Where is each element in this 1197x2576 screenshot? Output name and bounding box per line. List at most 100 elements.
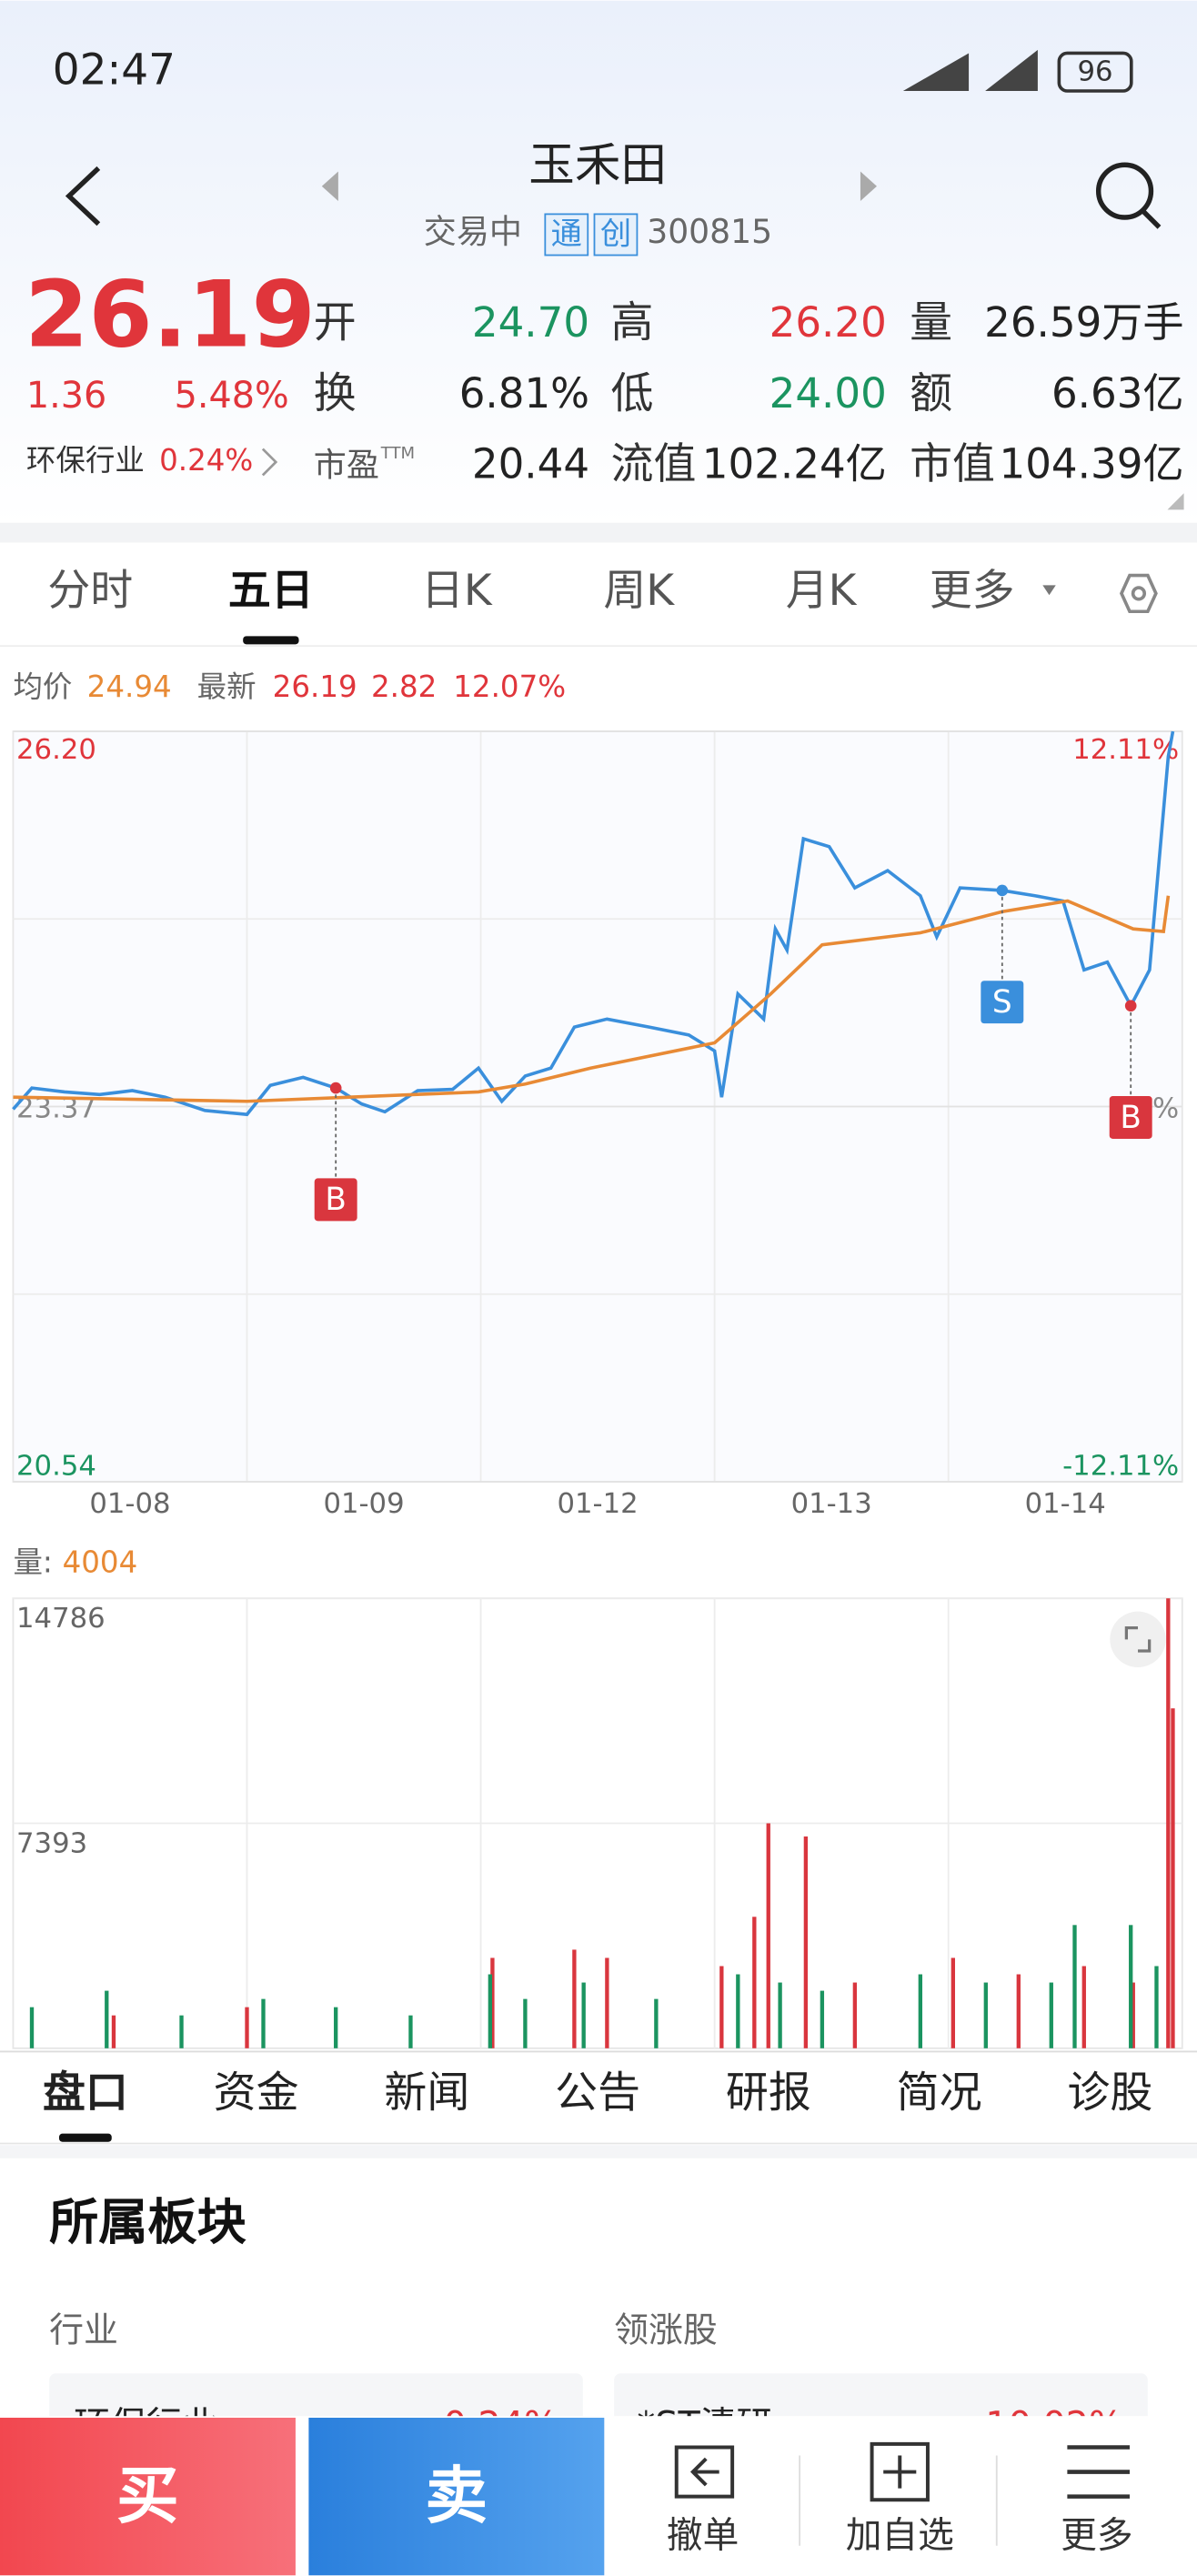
volume-bar xyxy=(581,1982,586,2048)
battery-level: 96 xyxy=(1078,56,1113,88)
trade-label: B xyxy=(1120,1100,1142,1136)
badge: 通 xyxy=(551,216,582,252)
x-tick-label: 01-14 xyxy=(1025,1488,1106,1520)
field-value: 24.70 xyxy=(472,298,589,347)
field-label: 市值 xyxy=(910,439,995,489)
volume-title: 量: xyxy=(13,1545,52,1579)
search-button[interactable] xyxy=(1095,162,1154,220)
volume-bar xyxy=(1016,1974,1021,2048)
avg-value: 24.94 xyxy=(87,669,172,704)
volume-bar xyxy=(29,2007,35,2048)
detail-tab[interactable]: 盘口 xyxy=(43,2068,128,2118)
cancel-icon xyxy=(674,2445,735,2499)
y2-tick-label: -12.11% xyxy=(1062,1450,1179,1482)
field-value: 6.81% xyxy=(459,369,589,418)
field-label-sup: TTM xyxy=(380,444,415,463)
prev-stock[interactable] xyxy=(321,171,338,201)
search-handle xyxy=(1141,208,1162,229)
volume-bar xyxy=(408,2015,413,2048)
price-chart: 01-08 01-09 01-12 01-13 01-1426.2023.3720.54… xyxy=(12,730,1183,1520)
trade-label: S xyxy=(992,984,1012,1021)
dropdown-caret xyxy=(1042,585,1056,596)
volume-bar xyxy=(766,1823,770,2048)
volume-bar xyxy=(488,1974,493,2048)
detail-tab[interactable]: 简况 xyxy=(897,2068,982,2118)
detail-tab[interactable]: 研报 xyxy=(726,2068,811,2118)
latest-label: 最新 xyxy=(197,669,256,704)
action-items: 撤单 加自选 更多 xyxy=(667,2514,1133,2556)
field-value: 6.63亿 xyxy=(1051,369,1184,418)
trade-state: 交易中 xyxy=(424,212,522,251)
volume-bar xyxy=(1154,1966,1159,2048)
more-icon xyxy=(1067,2445,1130,2499)
field-value: 24.00 xyxy=(770,369,887,418)
detail-tabs: 盘口 资金 新闻 公告 研报 简况 诊股 xyxy=(43,2068,1152,2142)
next-stock[interactable] xyxy=(860,171,877,201)
buy-label: 买 xyxy=(116,2460,179,2532)
badge: 创 xyxy=(600,216,631,252)
action-item[interactable]: 更多 xyxy=(1061,2514,1132,2556)
buy-button[interactable] xyxy=(0,2417,296,2576)
back-button[interactable] xyxy=(65,166,101,226)
trade-badge xyxy=(981,981,1024,1024)
volume-bar xyxy=(1129,1925,1133,2048)
battery xyxy=(1057,51,1133,93)
volume-bar xyxy=(1081,1966,1086,2048)
latest-value: 26.19 xyxy=(273,669,357,704)
detail-tab[interactable]: 公告 xyxy=(555,2068,640,2118)
volume-bar xyxy=(1166,1598,1171,2048)
sell-button[interactable] xyxy=(308,2417,605,2576)
volume-bar xyxy=(918,1974,923,2048)
stock-name: 玉禾田 xyxy=(528,137,667,191)
volume-bar xyxy=(820,1990,825,2048)
x-tick-label: 01-13 xyxy=(791,1488,872,1520)
volume-bar xyxy=(654,1998,659,2048)
settings-button[interactable] xyxy=(1119,573,1158,614)
volume-bar xyxy=(179,2015,184,2048)
volume-bar xyxy=(572,1949,577,2048)
latest-pct: 12.07% xyxy=(453,669,566,704)
volume-bar xyxy=(334,2007,338,2048)
x-tick-label: 01-09 xyxy=(323,1488,404,1520)
volume-bar xyxy=(1171,1708,1175,2048)
x-tick-label: 01-12 xyxy=(558,1488,639,1520)
detail-tab[interactable]: 新闻 xyxy=(384,2068,469,2118)
field-label: 换 xyxy=(314,368,357,418)
action-item[interactable]: 撤单 xyxy=(667,2514,739,2556)
y-tick-label: 7393 xyxy=(16,1827,87,1859)
period-tab[interactable]: 更多 xyxy=(930,566,1015,616)
avg-line xyxy=(13,895,1171,1103)
volume-bar xyxy=(1131,1982,1135,2048)
volume-bar xyxy=(245,2007,249,2048)
period-tab[interactable]: 分时 xyxy=(47,566,133,616)
industry[interactable]: 环保行业 xyxy=(26,443,145,478)
period-tab[interactable]: 日K xyxy=(421,566,493,616)
watch-icon xyxy=(870,2441,930,2502)
detail-tab[interactable]: 诊股 xyxy=(1067,2068,1152,2118)
volume-bar xyxy=(261,1998,266,2048)
volume-bar xyxy=(490,1957,495,2048)
detail-tab[interactable]: 资金 xyxy=(214,2068,299,2118)
volume-bar xyxy=(951,1957,955,2048)
volume-bar xyxy=(778,1982,782,2048)
period-tab[interactable]: 周K xyxy=(603,566,675,616)
volume-bar xyxy=(523,1998,528,2048)
volume-current: 4004 xyxy=(63,1545,138,1579)
action-item[interactable]: 加自选 xyxy=(846,2514,954,2556)
period-tab[interactable]: 月K xyxy=(786,566,858,616)
price: 26.19 xyxy=(25,261,316,368)
signal-icons xyxy=(902,49,1038,91)
trade-label: B xyxy=(325,1182,347,1218)
stock-code: 300815 xyxy=(647,212,772,251)
trade-point xyxy=(1124,1000,1137,1012)
tab-indicator xyxy=(58,2133,112,2142)
expand-corner[interactable] xyxy=(1167,493,1184,510)
field-label: 高 xyxy=(611,298,654,348)
badge-box xyxy=(593,213,639,257)
period-tab[interactable]: 五日 xyxy=(228,566,314,616)
trade-badge xyxy=(1109,1096,1152,1139)
fullscreen-button[interactable] xyxy=(1110,1611,1166,1668)
field-value: 26.59万手 xyxy=(984,298,1183,347)
